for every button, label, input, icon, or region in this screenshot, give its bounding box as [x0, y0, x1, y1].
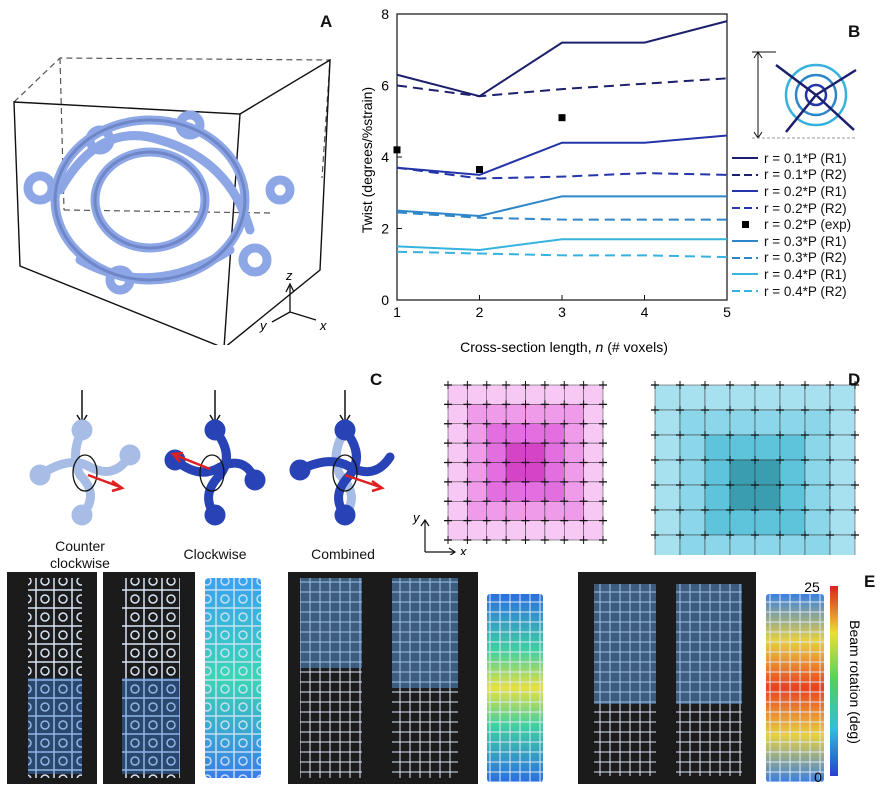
axis-z-label: z [285, 268, 293, 283]
legend-swatch [742, 220, 749, 228]
exp-marker [393, 146, 401, 154]
x-tick-label: 5 [723, 304, 731, 320]
clockwise-beam [164, 390, 266, 526]
panel-label-b: B [848, 22, 861, 41]
legend-entry: r = 0.1*P (R1) [730, 150, 880, 167]
chart-axes: 0 2 4 6 8 1 2 3 4 5 [381, 6, 731, 320]
legend-swatch [732, 256, 758, 259]
counterclockwise-beam [29, 390, 141, 526]
legend-swatch [732, 273, 758, 276]
lattice-cube-illustration: z y x [13, 57, 331, 345]
exp-marker [476, 166, 483, 174]
x-tick-label: 4 [641, 304, 649, 320]
legend-swatch [732, 190, 758, 193]
specimen-illustrations: 25 0 Beam rotation (deg) [28, 578, 863, 785]
series-line-0 [396, 20, 728, 98]
legend-entry: r = 0.1*P (R2) [730, 167, 880, 184]
plot-frame [396, 13, 728, 301]
twist-line-chart: 0 2 4 6 8 1 2 3 4 5 Twist (degrees/%strain) Cross… [359, 6, 731, 355]
twist-pitch-inset: P [752, 51, 857, 139]
legend-swatch [732, 173, 758, 176]
y-tick-label: 0 [381, 292, 389, 308]
teal-grid-map [651, 381, 859, 555]
axis-x-label-d: x [459, 544, 467, 555]
displacement-field-maps: y x [412, 381, 859, 555]
series-line-3 [396, 166, 728, 180]
chart-series [393, 20, 728, 259]
series-line-1 [396, 77, 728, 98]
legend-entry: r = 0.4*P (R1) [730, 266, 880, 283]
caption-clockwise: Clockwise [183, 546, 247, 562]
y-axis-label: Twist (degrees/%strain) [359, 87, 375, 233]
y-tick-label: 2 [381, 221, 389, 237]
colorbar-max-label: 25 [804, 579, 820, 595]
panel-label-a: A [320, 12, 333, 31]
colorbar-min-label: 0 [814, 769, 822, 785]
y-tick-label: 6 [381, 78, 389, 94]
panel-label-d: D [848, 370, 861, 389]
x-axis-label: Cross-section length, n (# voxels) [460, 339, 668, 355]
panel-label-e: E [864, 572, 876, 591]
axis-y-label-d: y [412, 510, 421, 525]
legend-entry: r = 0.2*P (R2) [730, 200, 880, 217]
chart-legend: r = 0.1*P (R1) r = 0.1*P (R2) r = 0.2*P (R… [730, 150, 880, 299]
legend-entry: r = 0.2*P (R1) [730, 183, 880, 200]
axis-x-label: x [319, 318, 327, 333]
series-line-5 [396, 195, 727, 217]
legend-entry: r = 0.2*P (exp) [730, 216, 880, 233]
legend-label: r = 0.1*P (R1) [764, 150, 847, 166]
caption-counterclockwise: Counter clockwise [50, 538, 110, 571]
legend-swatch [732, 157, 758, 160]
legend-entry: r = 0.3*P (R1) [730, 233, 880, 250]
legend-label: r = 0.2*P (R1) [764, 183, 847, 199]
magenta-grid-map [444, 381, 607, 544]
axis-y-label: y [259, 318, 268, 333]
legend-swatch [732, 207, 758, 210]
beam-twist-illustrations [29, 390, 395, 526]
y-tick-label: 8 [381, 6, 389, 22]
series-line-6 [396, 211, 727, 221]
series-line-2 [396, 134, 728, 176]
legend-swatch [732, 290, 758, 293]
y-tick-label: 4 [381, 149, 389, 165]
legend-label: r = 0.2*P (exp) [764, 217, 852, 233]
legend-entry: r = 0.4*P (R2) [730, 283, 880, 300]
legend-label: r = 0.3*P (R2) [764, 250, 847, 266]
series-line-7 [396, 238, 727, 251]
panel-label-c: C [370, 370, 383, 389]
exp-marker [558, 114, 566, 122]
caption-combined: Combined [311, 546, 375, 562]
x-tick-label: 1 [393, 304, 401, 320]
x-tick-label: 3 [558, 304, 566, 320]
colorbar-title: Beam rotation (deg) [847, 620, 863, 744]
series-line-8 [396, 250, 728, 259]
colorbar [830, 586, 838, 776]
legend-label: r = 0.2*P (R2) [764, 200, 847, 216]
x-tick-label: 2 [476, 304, 484, 320]
legend-label: r = 0.1*P (R2) [764, 167, 847, 183]
legend-swatch [732, 240, 758, 243]
legend-entry: r = 0.3*P (R2) [730, 250, 880, 267]
legend-label: r = 0.4*P (R2) [764, 283, 847, 299]
combined-beam [289, 390, 395, 526]
legend-label: r = 0.3*P (R1) [764, 233, 847, 249]
legend-label: r = 0.4*P (R1) [764, 266, 847, 282]
